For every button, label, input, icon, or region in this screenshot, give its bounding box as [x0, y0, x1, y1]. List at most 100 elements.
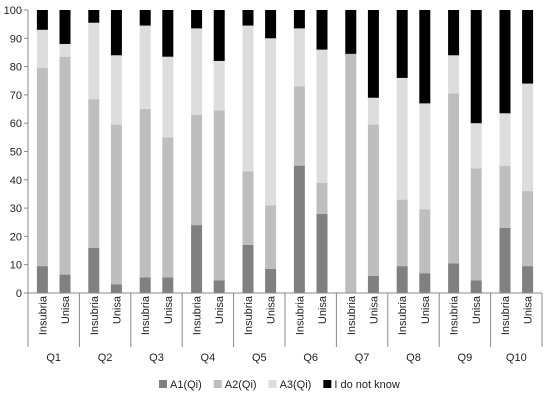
bar-segment [36, 266, 48, 293]
y-tick-label: 90 [10, 33, 22, 45]
x-tick-label: Insubria [243, 295, 255, 335]
bar-segment [396, 77, 408, 200]
bar-segment [419, 209, 431, 274]
x-tick-label: Unisa [60, 295, 72, 324]
bar-segment [293, 10, 305, 29]
bar-segment [110, 10, 122, 56]
group-label: Q9 [458, 352, 473, 364]
bar-segment [110, 124, 122, 285]
legend: A1(Qi) A2(Qi) A3(Qi) I do not know [159, 379, 400, 391]
bar-segment [522, 83, 534, 192]
x-tick-label: Unisa [266, 295, 278, 324]
bar-segment [110, 284, 122, 293]
bar-segment [162, 137, 174, 278]
bar-segment [470, 280, 482, 293]
bar-segment [242, 25, 254, 172]
bar-segment [316, 213, 328, 293]
legend-swatch [213, 380, 222, 388]
x-axis: Insubria Unisa Insubria Unisa Insubria Unisa I… [27, 292, 543, 364]
y-tick-label: 40 [10, 175, 22, 187]
bar-segment [448, 263, 460, 293]
bar-segment [470, 123, 482, 169]
bar-segment [396, 10, 408, 78]
bar-segment [522, 191, 534, 267]
bar-segment [139, 277, 151, 293]
bar-segment [162, 56, 174, 138]
y-tick-label: 50 [10, 147, 22, 159]
bar-segment [191, 28, 203, 115]
bar-segment [191, 225, 203, 293]
bar-segment [316, 10, 328, 50]
bar-segment [499, 165, 511, 228]
bar-segment [139, 10, 151, 26]
group-label: Q7 [355, 352, 370, 364]
bar-segment [396, 266, 408, 293]
bar-segment [522, 10, 534, 84]
bar-segment [470, 168, 482, 281]
bar-segment [213, 10, 225, 61]
group-label: Q2 [98, 352, 113, 364]
bar-segment [316, 182, 328, 214]
bar-segment [139, 25, 151, 110]
bar-segment [59, 10, 71, 44]
bar-segment [293, 28, 305, 87]
bar-segment [522, 266, 534, 293]
x-tick-label: Insubria [89, 295, 101, 335]
x-tick-label: Insubria [192, 295, 204, 335]
bar-segment [367, 124, 379, 277]
group-label: Q5 [252, 352, 267, 364]
x-tick-label: Insubria [346, 295, 358, 335]
y-tick-label: 60 [10, 118, 22, 130]
bar-segment [242, 10, 254, 26]
group-label: Q8 [406, 352, 421, 364]
bar-segment [242, 244, 254, 293]
bar-segment [162, 277, 174, 293]
bar-segment [419, 273, 431, 293]
bar-segment [367, 10, 379, 98]
bar-segment [36, 10, 48, 30]
bar-segment [213, 280, 225, 293]
bar-segment [499, 10, 511, 114]
bars [36, 10, 534, 293]
legend-swatch [268, 380, 277, 388]
bar-segment [265, 205, 277, 269]
bar-segment [470, 10, 482, 124]
y-tick-label: 10 [10, 260, 22, 272]
bar-segment [293, 86, 305, 166]
bar-segment [265, 38, 277, 206]
x-tick-label: Insubria [449, 295, 461, 335]
x-tick-label: Unisa [420, 295, 432, 324]
bar-segment [448, 10, 460, 56]
x-tick-label: Insubria [140, 295, 152, 335]
bar-segment [242, 171, 254, 245]
bar-segment [448, 55, 460, 94]
bar-segment [59, 56, 71, 275]
bar-segment [59, 274, 71, 293]
bar-segment [191, 10, 203, 29]
y-tick-label: 100 [4, 5, 22, 17]
bar-segment [367, 97, 379, 125]
y-tick-label: 30 [10, 203, 22, 215]
bar-segment [191, 114, 203, 226]
bar-segment [396, 199, 408, 267]
x-tick-label: Insubria [37, 295, 49, 335]
bar-segment [419, 10, 431, 104]
bar-segment [293, 165, 305, 293]
x-tick-label: Unisa [163, 295, 175, 324]
x-tick-label: Insubria [500, 295, 512, 335]
bar-segment [162, 10, 174, 57]
bar-segment [213, 60, 225, 111]
legend-swatch [323, 380, 332, 388]
y-tick-label: 70 [10, 90, 22, 102]
y-tick-label: 80 [10, 62, 22, 74]
bar-segment [419, 103, 431, 210]
bar-segment [499, 227, 511, 293]
y-tick-label: 20 [10, 231, 22, 243]
x-tick-label: Unisa [368, 295, 380, 324]
bar-segment [88, 247, 100, 293]
bar-segment [88, 10, 100, 23]
x-tick-label: Unisa [214, 295, 226, 324]
legend-label: I do not know [334, 379, 399, 391]
bar-segment [345, 10, 357, 54]
